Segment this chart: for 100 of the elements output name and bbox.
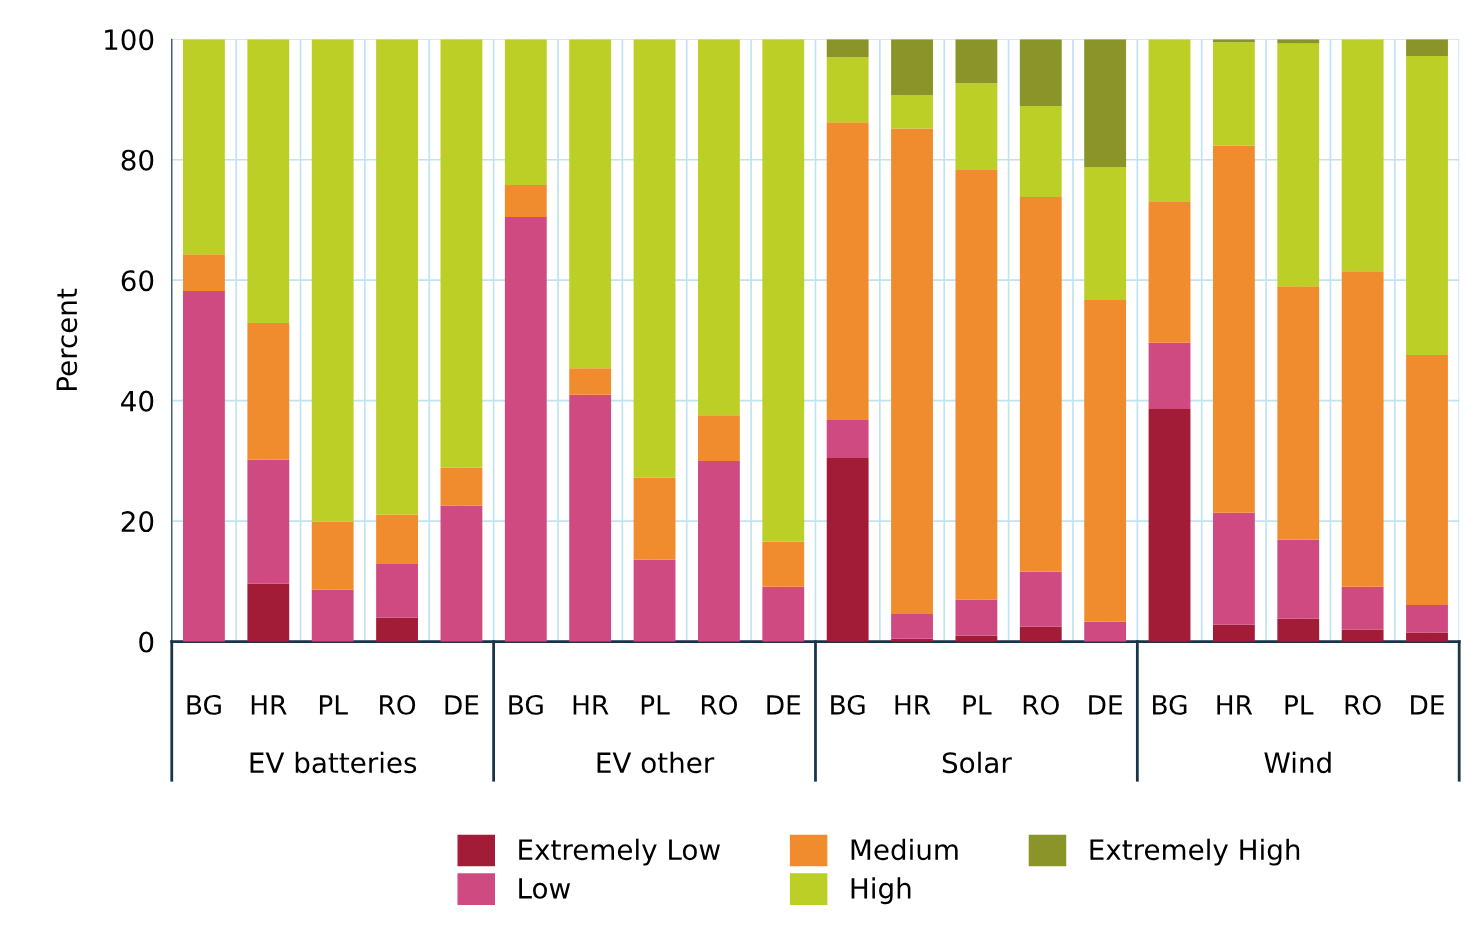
x-tick-label: DE — [445, 695, 479, 715]
bar — [440, 39, 483, 468]
x-tick-label: PL — [1285, 695, 1314, 715]
bar — [826, 122, 869, 420]
legend-label: Extremely High — [1090, 838, 1300, 866]
bar — [1341, 271, 1384, 587]
x-tick-label: HR — [251, 695, 287, 715]
bar — [698, 39, 740, 416]
bar — [1277, 618, 1320, 642]
x-tick-label: BG — [831, 694, 865, 715]
bar — [1277, 43, 1320, 287]
text: EV other — [597, 751, 715, 774]
bar — [311, 589, 354, 642]
bar — [762, 39, 805, 542]
bar — [1212, 624, 1255, 642]
bar — [311, 39, 354, 522]
x-tick-label: RO — [701, 694, 737, 715]
bar — [1019, 106, 1062, 198]
y-tick-label: 60 — [121, 270, 154, 292]
text: Solar — [942, 751, 1012, 774]
bar — [891, 39, 933, 96]
bar — [1148, 39, 1191, 202]
x-tick-label: BG — [509, 694, 543, 715]
x-tick-label: PL — [641, 695, 670, 715]
bar — [569, 368, 612, 395]
bar — [1277, 539, 1320, 619]
bar — [1212, 145, 1255, 513]
bar — [1084, 166, 1127, 301]
legend-label: Low — [519, 878, 571, 899]
bar — [569, 394, 612, 642]
bar — [1406, 604, 1448, 633]
legend-label: High — [851, 877, 911, 905]
bar — [1148, 342, 1191, 410]
bar — [955, 39, 998, 84]
bar — [1019, 626, 1062, 642]
bar — [247, 583, 290, 642]
bar — [1084, 300, 1127, 622]
bar — [1084, 39, 1127, 167]
text: EV batteries — [250, 751, 417, 774]
x-tick-label: DE — [1089, 695, 1122, 715]
x-tick-label: HR — [573, 695, 609, 715]
bar — [826, 419, 869, 458]
x-tick-label: RO — [380, 694, 416, 715]
bar — [440, 467, 483, 506]
bar — [504, 39, 547, 186]
bar — [762, 586, 805, 642]
bar — [1019, 571, 1062, 627]
x-tick-label: BG — [1153, 694, 1187, 715]
y-axis-title: Percent — [56, 288, 78, 390]
y-tick-label: 100 — [105, 29, 154, 51]
bar — [1341, 629, 1384, 642]
bar — [247, 322, 290, 460]
bar — [826, 39, 869, 58]
bar — [1406, 56, 1448, 355]
y-tick-label: 20 — [121, 511, 154, 533]
bar — [633, 39, 676, 478]
bar — [1341, 39, 1384, 272]
bar — [376, 514, 418, 564]
x-tick-label: RO — [1023, 694, 1059, 715]
bar — [1019, 197, 1062, 572]
bar — [183, 39, 225, 255]
bar — [1148, 409, 1191, 642]
x-tick-label: HR — [1217, 695, 1253, 715]
x-tick-label: RO — [1345, 694, 1381, 715]
bar — [1277, 286, 1320, 540]
bar — [698, 460, 740, 642]
bar — [376, 617, 418, 642]
bar — [440, 505, 483, 642]
bar — [891, 95, 933, 129]
bar — [1406, 354, 1448, 605]
bar — [504, 185, 547, 217]
bar — [826, 57, 869, 123]
bar — [1406, 39, 1448, 57]
bar — [955, 599, 998, 636]
bar — [247, 39, 290, 323]
bar — [1084, 621, 1127, 642]
bar — [376, 563, 418, 618]
bar — [1019, 39, 1062, 107]
bar — [633, 559, 676, 642]
bar — [633, 477, 676, 560]
bar — [762, 541, 805, 587]
y-tick-label: 0 — [139, 631, 154, 653]
x-tick-label: BG — [187, 694, 221, 715]
bar — [1212, 512, 1255, 625]
bar — [504, 216, 547, 642]
x-tick-label: PL — [319, 695, 348, 715]
bar — [183, 254, 225, 292]
bar — [569, 39, 612, 369]
bar — [1341, 586, 1384, 630]
legend-label: Extremely Low — [519, 838, 720, 866]
x-tick-label: HR — [895, 695, 931, 715]
bar — [891, 128, 933, 614]
bar — [955, 169, 998, 600]
y-tick-label: 40 — [121, 390, 154, 412]
x-tick-label: PL — [963, 695, 992, 715]
y-tick-label: 80 — [121, 149, 154, 171]
bar — [891, 613, 933, 639]
bar — [247, 459, 290, 584]
bar — [311, 521, 354, 590]
x-tick-label: DE — [1411, 695, 1444, 715]
